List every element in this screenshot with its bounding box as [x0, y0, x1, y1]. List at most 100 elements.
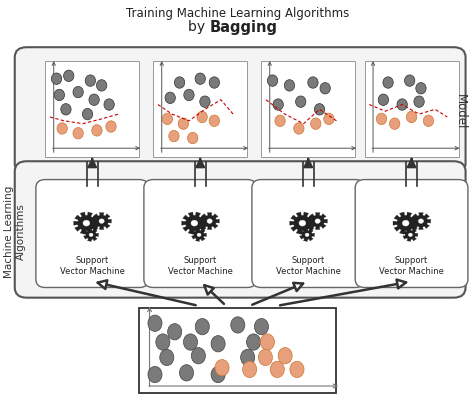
Polygon shape [424, 214, 429, 219]
Polygon shape [99, 227, 104, 230]
Polygon shape [424, 224, 429, 229]
Circle shape [299, 221, 306, 227]
Polygon shape [182, 226, 189, 232]
Ellipse shape [270, 362, 284, 378]
Circle shape [194, 231, 204, 240]
Circle shape [207, 219, 212, 224]
Polygon shape [296, 213, 301, 218]
Text: Model: Model [455, 93, 467, 129]
Circle shape [414, 216, 428, 227]
Ellipse shape [200, 97, 210, 108]
Ellipse shape [308, 78, 318, 89]
Ellipse shape [209, 78, 219, 89]
Ellipse shape [61, 104, 71, 116]
Polygon shape [308, 220, 312, 224]
FancyBboxPatch shape [355, 180, 468, 288]
Polygon shape [419, 213, 423, 217]
Polygon shape [200, 220, 204, 224]
Polygon shape [411, 220, 415, 224]
Ellipse shape [241, 349, 255, 366]
Ellipse shape [89, 95, 99, 106]
Polygon shape [213, 214, 218, 219]
Polygon shape [427, 220, 431, 224]
Ellipse shape [156, 334, 170, 351]
Ellipse shape [294, 124, 304, 135]
Circle shape [315, 219, 320, 224]
Polygon shape [80, 213, 85, 218]
Polygon shape [291, 226, 297, 232]
Polygon shape [75, 216, 81, 221]
Polygon shape [393, 222, 398, 226]
Circle shape [405, 231, 416, 240]
Circle shape [311, 216, 324, 227]
Polygon shape [315, 213, 320, 217]
Ellipse shape [168, 324, 182, 340]
Text: Machine Learning
Algorithms: Machine Learning Algorithms [4, 185, 26, 277]
Polygon shape [195, 213, 201, 218]
Text: Support
Vector Machine: Support Vector Machine [60, 256, 125, 276]
Polygon shape [303, 229, 308, 232]
Polygon shape [407, 229, 412, 235]
Ellipse shape [376, 114, 387, 125]
Polygon shape [309, 229, 313, 233]
FancyBboxPatch shape [15, 48, 465, 174]
Polygon shape [300, 231, 304, 235]
Ellipse shape [73, 128, 83, 139]
Polygon shape [215, 220, 219, 224]
Ellipse shape [160, 349, 174, 366]
Ellipse shape [320, 83, 330, 95]
Circle shape [409, 234, 412, 237]
Ellipse shape [273, 99, 283, 111]
Polygon shape [188, 213, 193, 218]
Polygon shape [195, 229, 201, 235]
Ellipse shape [188, 133, 198, 144]
Ellipse shape [231, 317, 245, 333]
Ellipse shape [106, 121, 116, 133]
Polygon shape [201, 238, 205, 241]
Polygon shape [91, 226, 98, 232]
FancyBboxPatch shape [15, 162, 465, 298]
Ellipse shape [148, 366, 162, 383]
Circle shape [83, 221, 90, 227]
Circle shape [185, 216, 203, 231]
Polygon shape [200, 216, 206, 221]
Circle shape [89, 234, 93, 237]
Ellipse shape [64, 71, 74, 82]
Polygon shape [195, 229, 200, 232]
Polygon shape [290, 222, 295, 226]
Ellipse shape [414, 97, 424, 108]
Ellipse shape [404, 76, 415, 87]
Polygon shape [107, 220, 111, 224]
Polygon shape [411, 226, 418, 232]
Polygon shape [308, 216, 314, 221]
Text: Training Machine Learning Algorithms: Training Machine Learning Algorithms [126, 7, 349, 20]
Circle shape [99, 219, 104, 224]
Polygon shape [87, 229, 92, 235]
Polygon shape [407, 238, 411, 242]
Ellipse shape [390, 119, 400, 130]
Polygon shape [201, 224, 207, 229]
Ellipse shape [195, 74, 205, 85]
Polygon shape [95, 234, 99, 237]
Polygon shape [93, 229, 97, 233]
Circle shape [402, 221, 409, 227]
Polygon shape [191, 236, 196, 240]
Polygon shape [75, 226, 81, 232]
Ellipse shape [165, 93, 175, 104]
Polygon shape [309, 238, 313, 241]
Polygon shape [303, 238, 308, 242]
Polygon shape [207, 213, 212, 217]
Polygon shape [105, 214, 110, 219]
Ellipse shape [197, 112, 207, 124]
FancyBboxPatch shape [46, 62, 139, 158]
Ellipse shape [397, 99, 407, 111]
FancyBboxPatch shape [261, 62, 355, 158]
Ellipse shape [51, 74, 62, 85]
Polygon shape [83, 236, 88, 240]
Polygon shape [207, 227, 212, 230]
Polygon shape [203, 234, 206, 237]
Ellipse shape [85, 76, 96, 87]
Text: Support
Vector Machine: Support Vector Machine [168, 256, 233, 276]
Ellipse shape [243, 362, 257, 378]
Polygon shape [321, 214, 326, 219]
